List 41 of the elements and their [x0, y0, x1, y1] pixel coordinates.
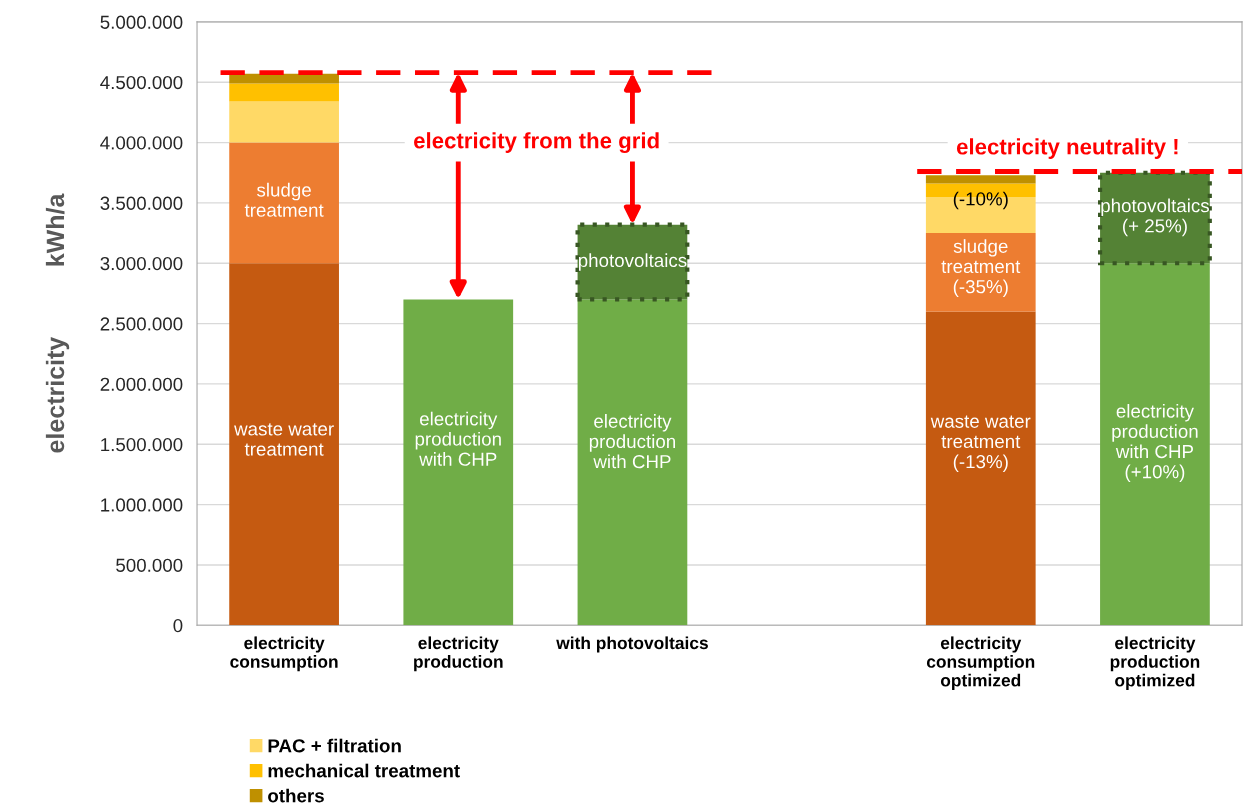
ref-line-label: electricity neutrality !: [956, 138, 1178, 159]
annotation: waste water treatment: [234, 423, 334, 456]
ref-line-label: electricity from the grid: [414, 132, 659, 153]
x-tick-label: electricity production: [414, 636, 503, 672]
bar: [577, 299, 688, 626]
legend-label: mechanical treatment: [268, 763, 460, 778]
x-tick-label: electricity consumption: [230, 636, 338, 672]
y-tick-label: 0: [173, 618, 183, 633]
legend-label: others: [268, 788, 324, 803]
y-tick-label: 5.000.000: [100, 15, 183, 29]
y-tick-label: 3.000.000: [100, 256, 183, 271]
x-tick-label: with photovoltaics: [556, 636, 708, 653]
bar: [229, 263, 339, 626]
bar: [925, 175, 1036, 184]
bar: [229, 101, 339, 143]
x-tick-label: electricity production optimized: [1110, 636, 1200, 690]
annotation: sludge treatment: [244, 182, 324, 217]
y-tick-label: 4.000.000: [100, 136, 183, 150]
y-tick-label: 3.500.000: [100, 196, 183, 210]
bar: [403, 299, 514, 626]
y-tick-label: 500.000: [116, 558, 183, 572]
annotation: photovoltaics (+ 25%): [1101, 198, 1209, 237]
y-tick-label: 4.500.000: [100, 75, 183, 90]
annotation: electricity production with CHP: [589, 414, 675, 469]
bar: [229, 142, 339, 264]
y-tick-label: 2.000.000: [100, 377, 183, 391]
annotation: electricity production with CHP (+10%): [1112, 404, 1198, 483]
bar: [229, 83, 339, 102]
bar: [925, 233, 1036, 312]
y-tick-label: 1.000.000: [101, 498, 183, 512]
annotation: electricity production with CHP: [415, 411, 501, 466]
y-tick-label: 1.500.000: [101, 437, 183, 452]
x-tick-label: electricity consumption optimized: [926, 636, 1035, 690]
annotation: sludge treatment (-35%): [941, 239, 1021, 297]
annotation: waste water treatment (-13%): [930, 415, 1031, 472]
y-tick-label: 2.500.000: [100, 317, 183, 331]
legend-label: PAC + filtration: [268, 738, 401, 753]
annotation: photovoltaics: [578, 253, 687, 271]
y-axis-title: electricity kWh/a: [45, 193, 70, 453]
bar: [925, 311, 1036, 626]
annotation: (-10%): [953, 191, 1008, 210]
